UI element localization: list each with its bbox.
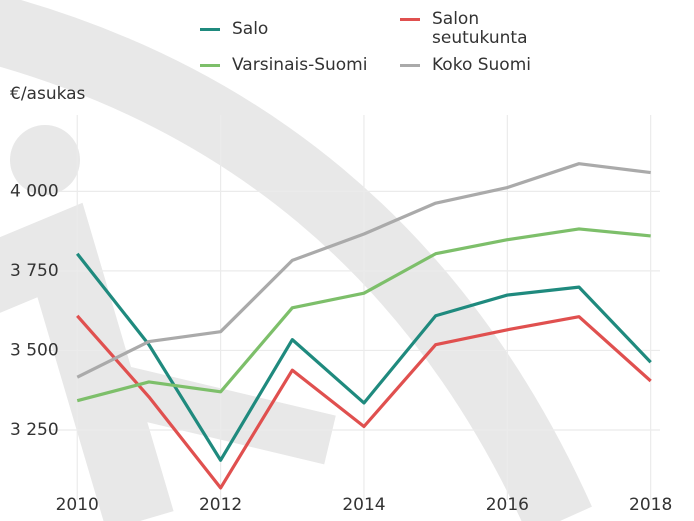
legend-label: Koko Suomi — [432, 56, 547, 75]
page: €/asukas 3 250 3 500 3 750 4 000 2010 2012 201… — [0, 0, 694, 521]
legend-label: Salon seutukunta — [432, 10, 547, 48]
legend-key — [400, 64, 420, 67]
legend-item: Varsinais-Suomi — [200, 56, 402, 75]
y-tick-label: 4 000 — [10, 181, 59, 201]
chart: €/asukas 3 250 3 500 3 750 4 000 2010 2012 201… — [0, 0, 694, 521]
legend-item: Koko Suomi — [400, 56, 547, 75]
y-axis-title: €/asukas — [10, 84, 86, 104]
watermark-stroke — [0, 250, 140, 521]
x-tick-label: 2012 — [199, 495, 242, 515]
legend-item: Salon seutukunta — [400, 10, 547, 48]
x-tick-label: 2010 — [56, 495, 99, 515]
x-tick-label: 2014 — [342, 495, 385, 515]
legend-item: Salo — [200, 20, 402, 39]
y-tick-label: 3 500 — [10, 340, 59, 360]
legend-label: Salo — [232, 20, 402, 39]
x-tick-label: 2018 — [629, 495, 672, 515]
legend-key — [200, 64, 220, 67]
legend-key — [400, 18, 420, 21]
y-tick-label: 3 750 — [10, 261, 59, 281]
watermark-bar — [120, 390, 330, 440]
legend-label: Varsinais-Suomi — [232, 56, 402, 75]
legend-key — [200, 28, 220, 31]
y-tick-label: 3 250 — [10, 420, 59, 440]
x-tick-label: 2016 — [486, 495, 529, 515]
